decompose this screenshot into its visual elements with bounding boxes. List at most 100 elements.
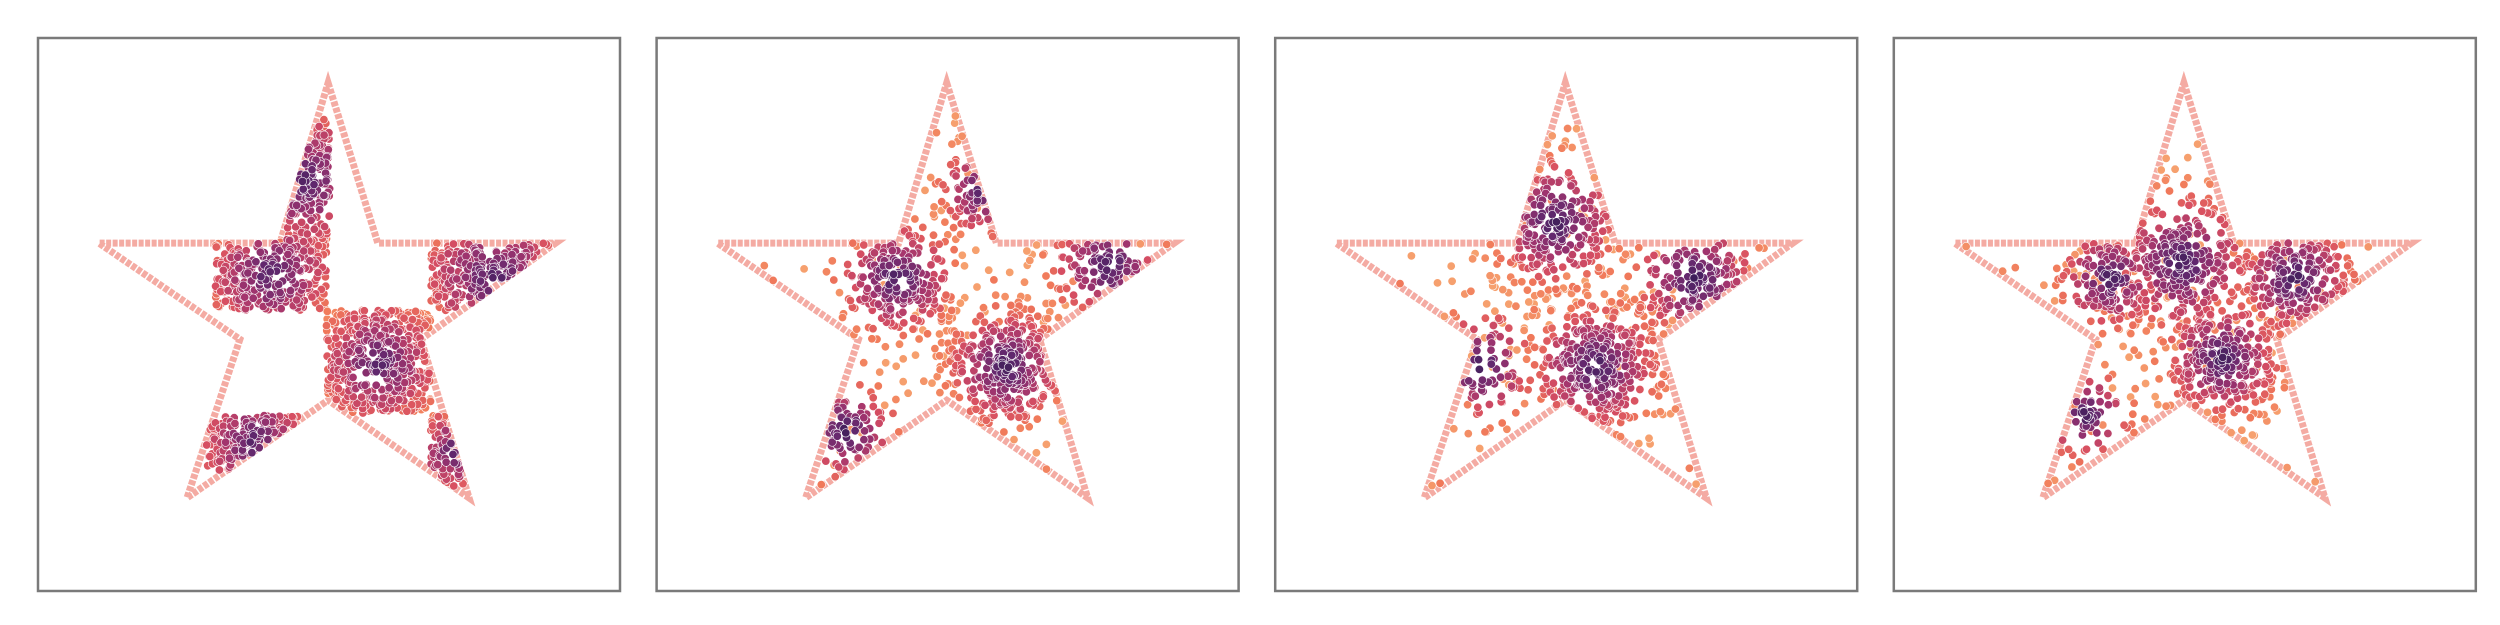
point <box>920 185 930 195</box>
point <box>2170 355 2180 365</box>
point <box>2318 294 2328 304</box>
point <box>1566 303 1576 313</box>
point <box>1406 251 1416 261</box>
point <box>2223 323 2233 333</box>
point <box>910 214 920 224</box>
point <box>394 395 404 405</box>
point <box>2150 356 2160 366</box>
point <box>538 238 548 248</box>
point <box>2050 296 2060 306</box>
point <box>1723 256 1733 266</box>
point <box>488 273 498 283</box>
point <box>1005 267 1015 277</box>
point <box>859 358 869 368</box>
point <box>2088 279 2098 289</box>
point <box>265 267 275 277</box>
point <box>2251 282 2261 292</box>
point <box>1473 337 1483 347</box>
point <box>2237 310 2247 320</box>
point <box>2194 221 2204 231</box>
point <box>2093 438 2103 448</box>
point <box>1028 396 1038 406</box>
point <box>1485 271 1495 281</box>
point <box>407 315 417 325</box>
point <box>941 290 951 300</box>
point <box>260 417 270 427</box>
point <box>1558 262 1568 272</box>
point <box>1614 244 1624 254</box>
point <box>2253 359 2263 369</box>
point <box>898 354 908 364</box>
point <box>218 265 228 275</box>
point <box>1584 365 1594 375</box>
point <box>1536 200 1546 210</box>
point <box>1551 284 1561 294</box>
point <box>1522 354 1532 364</box>
point <box>516 252 526 262</box>
point <box>1620 330 1630 340</box>
panel <box>36 36 622 593</box>
point <box>1620 361 1630 371</box>
point <box>886 304 896 314</box>
point <box>2197 206 2207 216</box>
point <box>1496 391 1506 401</box>
point <box>1115 256 1125 266</box>
point <box>1548 378 1558 388</box>
point <box>1012 329 1022 339</box>
point <box>2237 301 2247 311</box>
point <box>1498 285 1508 295</box>
point <box>829 275 839 285</box>
point <box>1522 285 1532 295</box>
point <box>433 291 443 301</box>
point <box>1041 439 1051 449</box>
point <box>368 348 378 358</box>
point <box>449 458 459 468</box>
point <box>230 418 240 428</box>
point <box>298 184 308 194</box>
point <box>1488 320 1498 330</box>
point <box>359 306 369 316</box>
point <box>928 209 938 219</box>
point <box>2081 271 2091 281</box>
point <box>1645 359 1655 369</box>
point <box>1740 258 1750 268</box>
point <box>2156 320 2166 330</box>
point <box>1635 339 1645 349</box>
point <box>2254 273 2264 283</box>
point <box>1598 226 1608 236</box>
point <box>2111 398 2121 408</box>
point <box>892 257 902 267</box>
point <box>1520 399 1530 409</box>
point <box>1511 301 1521 311</box>
point <box>1395 279 1405 289</box>
point <box>1579 258 1589 268</box>
point <box>214 465 224 475</box>
point <box>991 290 1001 300</box>
point <box>1530 360 1540 370</box>
point <box>331 333 341 343</box>
point <box>1022 246 1032 256</box>
point <box>1646 303 1656 313</box>
point <box>1448 308 1458 318</box>
point <box>2161 401 2171 411</box>
point <box>240 292 250 302</box>
point <box>2215 215 2225 225</box>
point <box>877 437 887 447</box>
point <box>2082 387 2092 397</box>
point <box>2172 214 2182 224</box>
point <box>2191 241 2201 251</box>
point <box>245 437 255 447</box>
point <box>875 367 885 377</box>
point <box>1648 335 1658 345</box>
point <box>477 252 487 262</box>
point <box>1573 403 1583 413</box>
point <box>233 252 243 262</box>
point <box>405 388 415 398</box>
point <box>907 261 917 271</box>
point <box>2349 269 2359 279</box>
point <box>350 313 360 323</box>
point <box>221 437 231 447</box>
point <box>1446 261 1456 271</box>
point <box>1961 242 1971 252</box>
point <box>926 260 936 270</box>
